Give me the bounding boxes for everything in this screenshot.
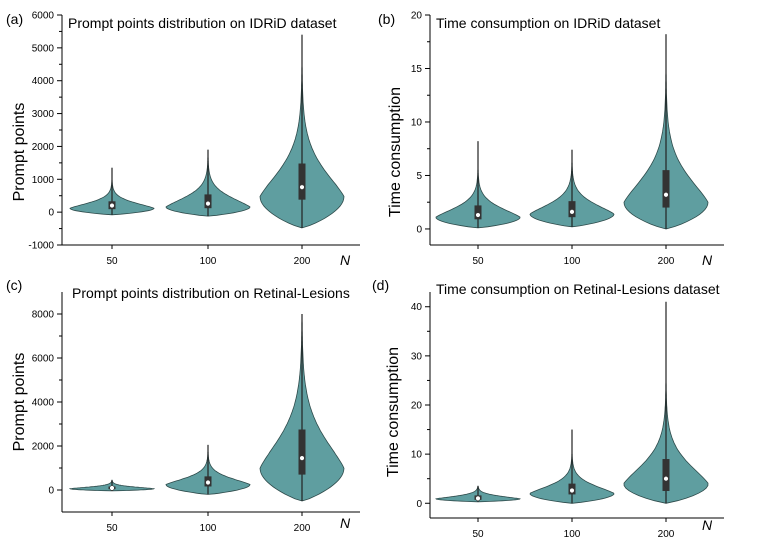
y-tick-label: 0 [48,208,54,219]
violin-iqr-box [662,459,670,491]
violin-median-dot [299,455,305,461]
y-tick-label: 6000 [32,354,55,365]
y-tick-label: -1000 [28,241,54,252]
violin-iqr-box [298,163,306,200]
y-tick-label: 2000 [32,142,55,153]
y-tick-label: 0 [416,224,422,235]
y-tick-label: 4000 [32,76,55,87]
panel-title-a: Prompt points distribution on IDRiD data… [68,15,337,31]
x-axis-label-a: N [340,252,351,268]
x-tick-label: 100 [200,523,217,534]
violin-median-dot [205,479,211,486]
y-axis-label-a: Prompt points [11,103,28,202]
x-tick-label: 50 [472,256,484,267]
x-tick-label: 50 [106,523,118,534]
y-tick-label: 10 [411,450,423,461]
panel-c: (c) Prompt points distribution on Retina… [6,277,360,534]
y-tick-label: 20 [411,401,423,412]
x-tick-label: 50 [106,256,118,267]
panel-letter-a: (a) [6,11,23,27]
panel-title-d: Time consumption on Retinal-Lesions data… [436,281,720,297]
x-axis-label-c: N [340,515,351,531]
y-tick-label: 20 [411,11,423,22]
x-tick-label: 50 [472,529,484,539]
violin-iqr-box [298,429,306,475]
x-tick-label: 100 [200,256,217,267]
x-tick-label: 200 [658,256,675,267]
x-tick-label: 200 [658,529,675,539]
y-axis-label-d: Time consumption [385,347,402,477]
y-tick-label: 5000 [32,43,55,54]
panel-letter-b: (b) [378,11,395,27]
x-tick-label: 100 [564,529,581,539]
violin-median-dot [205,200,211,207]
x-axis-label-b: N [702,252,713,268]
x-axis-label-d: N [702,517,713,533]
y-tick-label: 0 [416,499,422,510]
violin-median-dot [569,209,575,215]
panel-letter-c: (c) [6,277,22,293]
y-tick-label: 10 [411,117,423,128]
x-tick-label: 200 [294,523,311,534]
y-tick-label: 40 [411,302,423,313]
violin-iqr-box [662,170,670,208]
violin-median-dot [569,487,575,494]
panel-title-b: Time consumption on IDRiD dataset [436,15,660,31]
panel-d: (d) Time consumption on Retinal-Lesions … [372,277,724,539]
violin-median-dot [475,212,481,218]
y-tick-label: 30 [411,351,423,362]
y-tick-label: 1000 [32,175,55,186]
y-axis-label-c: Prompt points [11,353,28,452]
y-axis-label-b: Time consumption [387,87,404,217]
panel-b: (b) Time consumption on IDRiD dataset Ti… [378,11,724,268]
y-tick-label: 6000 [32,11,55,22]
y-tick-label: 15 [411,64,423,75]
panel-a: (a) Prompt points distribution on IDRiD … [6,11,360,268]
violin-median-dot [663,475,669,482]
violin-median-dot [475,495,481,502]
y-tick-label: 5 [416,171,422,182]
y-tick-label: 4000 [32,398,55,409]
panel-letter-d: (d) [372,277,389,293]
violin-median-dot [109,485,115,491]
violin-median-dot [663,192,669,198]
x-tick-label: 200 [294,256,311,267]
y-tick-label: 3000 [32,109,55,120]
x-tick-label: 100 [564,256,581,267]
y-tick-label: 0 [48,486,54,497]
y-tick-label: 8000 [32,310,55,321]
violin-median-dot [109,202,115,209]
y-tick-label: 2000 [32,442,55,453]
panel-title-c: Prompt points distribution on Retinal-Le… [72,285,350,301]
violin-median-dot [299,184,305,190]
